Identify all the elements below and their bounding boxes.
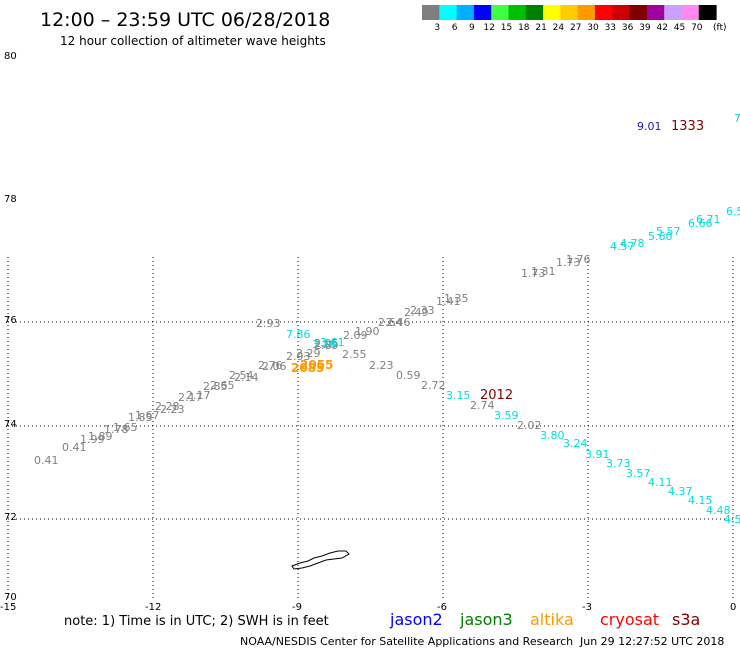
island-outline (292, 551, 349, 569)
color-scale-swatch (595, 5, 613, 20)
color-scale-swatch (682, 5, 700, 20)
timestamp: Jun 29 12:27:52 UTC 2018 (579, 635, 724, 648)
wave-height-value: 2.23 (369, 359, 394, 372)
color-scale-swatch (699, 5, 717, 20)
color-scale-label: 12 (483, 23, 494, 33)
lon-tick-label: -3 (582, 602, 592, 613)
lat-tick-label: 76 (4, 315, 17, 326)
wave-height-value: 1.73 (556, 256, 581, 269)
color-scale-label: 36 (622, 23, 634, 33)
wave-height-value: 0.59 (396, 369, 421, 382)
map-subtitle: 12 hour collection of altimeter wave hei… (60, 34, 326, 48)
wave-height-value: 7 (734, 112, 740, 125)
color-scale-swatch (439, 5, 457, 20)
wave-height-value: 7.86 (286, 328, 311, 341)
color-scale-label: 39 (639, 23, 651, 33)
map-title: 12:00 – 23:59 UTC 06/28/2018 (40, 9, 330, 31)
color-scale-swatch (457, 5, 475, 20)
wave-height-value: 2.72 (421, 379, 446, 392)
wave-height-value: 4.5 (724, 513, 740, 526)
color-scale-swatch (664, 5, 682, 20)
lon-tick-label: -15 (0, 602, 16, 613)
wave-height-value: 2.06 (262, 360, 287, 373)
orange-track-values: 2085 2055 (291, 358, 333, 375)
color-scale-unit: (ft) (713, 23, 727, 33)
satellite-label-cryosat: cryosat (600, 610, 659, 629)
wave-height-value: 2.49 (404, 306, 429, 319)
satellite-label-s3a: s3a (672, 610, 700, 629)
color-scale-label: 18 (518, 23, 530, 33)
wave-height-value: 2.09 (343, 329, 368, 342)
satellite-label-jason2: jason2 (389, 610, 443, 629)
wave-height-value: 3.59 (494, 409, 519, 422)
wave-height-value: 6.5 (726, 205, 740, 218)
color-scale-swatch (526, 5, 544, 20)
color-scale-swatch (647, 5, 665, 20)
color-scale-swatch (612, 5, 630, 20)
wave-height-value: 3.28 (312, 338, 337, 351)
color-scale-label: 42 (656, 23, 667, 33)
wave-height-value: 1333 (671, 119, 704, 134)
color-scale-swatch (543, 5, 561, 20)
color-scale-label: 45 (674, 23, 685, 33)
lon-tick-label: 0 (730, 602, 736, 613)
wave-height-value: 1.73 (521, 267, 546, 280)
wave-height-value: 3.57 (626, 467, 651, 480)
color-scale-swatch (509, 5, 527, 20)
color-scale-label: 33 (605, 23, 616, 33)
color-scale-swatch (422, 5, 440, 20)
color-scale-label: 15 (501, 23, 512, 33)
lat-tick-label: 74 (4, 419, 17, 430)
lat-tick-label: 78 (4, 194, 17, 205)
wave-height-value: 2055 (300, 358, 333, 372)
wave-height-value: 2.02 (517, 419, 542, 432)
color-scale-swatch (630, 5, 648, 20)
color-scale-legend: 3 6 9 12 15 18 21 24 27 30 33 36 39 42 45 70 (422, 5, 717, 33)
color-scale-label: 9 (469, 23, 475, 33)
color-scale-label: 24 (553, 23, 565, 33)
wave-height-value: 1.41 (436, 295, 461, 308)
color-scale-label: 27 (570, 23, 581, 33)
wave-height-value: 2.55 (342, 348, 367, 361)
color-scale-label: 70 (691, 23, 703, 33)
credit-line: NOAA/NESDIS Center for Satellite Applica… (240, 635, 573, 648)
lat-tick-label: 72 (4, 512, 17, 523)
lat-axis: 80 78 76 74 72 70 (4, 51, 17, 603)
wave-height-value: 5.57 (656, 225, 681, 238)
lat-tick-label: 80 (4, 51, 17, 62)
wave-height-value: 9.01 (637, 120, 662, 133)
color-scale-label: 6 (452, 23, 458, 33)
wave-height-value: 0.41 (34, 454, 59, 467)
color-scale-label: 21 (535, 23, 546, 33)
color-scale-swatch (474, 5, 492, 20)
color-scale-label: 3 (434, 23, 440, 33)
lon-tick-label: -12 (145, 602, 161, 613)
color-scale-swatch (578, 5, 596, 20)
wave-height-value: 3.80 (540, 429, 565, 442)
color-scale-swatch (491, 5, 509, 20)
wave-height-value: 2.14 (234, 371, 259, 384)
wave-height-value: 6.71 (696, 213, 721, 226)
wave-height-value: 3.24 (563, 437, 588, 450)
cyan-track-values: 7.86 3.61 3.28 4.57 4.78 5.60 5.57 6.66 … (286, 112, 740, 526)
wave-height-value: 3.15 (446, 389, 471, 402)
wave-height-value: 2.93 (256, 317, 281, 330)
satellite-label-jason3: jason3 (459, 610, 513, 629)
lon-tick-label: -9 (292, 602, 302, 613)
color-scale-swatch (560, 5, 578, 20)
color-scale-label: 30 (587, 23, 599, 33)
wave-height-value: 2.23 (160, 403, 185, 416)
red-track-values: 2012 1333 (480, 119, 704, 403)
wave-height-value: 4.78 (620, 237, 645, 250)
satellite-label-altika: altika (530, 610, 574, 629)
footer-note: note: 1) Time is in UTC; 2) SWH is in fe… (64, 614, 329, 629)
wave-height-value: 2012 (480, 388, 513, 403)
